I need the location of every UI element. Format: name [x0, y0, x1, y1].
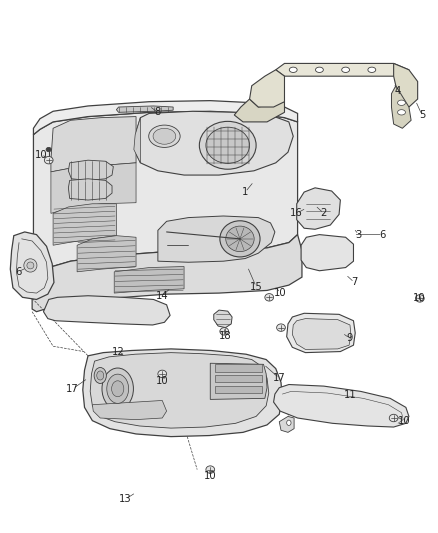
Polygon shape: [215, 365, 262, 372]
Polygon shape: [114, 266, 184, 293]
Polygon shape: [276, 63, 409, 76]
Ellipse shape: [389, 414, 398, 422]
Ellipse shape: [153, 128, 176, 144]
Polygon shape: [292, 319, 351, 350]
Polygon shape: [210, 364, 267, 399]
Ellipse shape: [226, 226, 254, 252]
Ellipse shape: [220, 328, 229, 335]
Ellipse shape: [107, 374, 129, 403]
Polygon shape: [11, 232, 54, 300]
Ellipse shape: [102, 368, 134, 409]
Text: 10: 10: [156, 376, 169, 386]
Text: 10: 10: [398, 416, 411, 426]
Polygon shape: [90, 353, 269, 428]
Ellipse shape: [97, 371, 104, 380]
Text: 3: 3: [356, 230, 362, 240]
Ellipse shape: [265, 294, 274, 301]
Text: 18: 18: [219, 330, 232, 341]
Polygon shape: [43, 296, 170, 325]
Polygon shape: [274, 384, 409, 427]
Ellipse shape: [398, 100, 406, 106]
Polygon shape: [68, 160, 113, 180]
Text: 10: 10: [204, 472, 216, 481]
Text: 10: 10: [274, 288, 286, 298]
Text: 9: 9: [347, 333, 353, 343]
Polygon shape: [158, 216, 275, 262]
Text: 14: 14: [156, 290, 169, 301]
Text: 6: 6: [15, 267, 21, 277]
Polygon shape: [215, 375, 262, 382]
Text: 8: 8: [155, 107, 161, 117]
Ellipse shape: [112, 381, 124, 397]
Ellipse shape: [24, 259, 37, 272]
Text: 15: 15: [250, 282, 262, 292]
Polygon shape: [134, 111, 293, 175]
Text: 11: 11: [343, 390, 357, 400]
Polygon shape: [394, 63, 418, 107]
Polygon shape: [215, 385, 262, 393]
Polygon shape: [32, 235, 302, 312]
Text: 10: 10: [413, 293, 425, 303]
Polygon shape: [51, 163, 136, 213]
Ellipse shape: [315, 67, 323, 72]
Text: 17: 17: [273, 373, 286, 383]
Ellipse shape: [44, 157, 53, 164]
Text: 7: 7: [351, 278, 357, 287]
Polygon shape: [33, 111, 297, 272]
Text: 16: 16: [290, 208, 303, 219]
Ellipse shape: [398, 110, 406, 115]
Text: 6: 6: [380, 230, 386, 240]
Text: 12: 12: [112, 346, 125, 357]
Polygon shape: [279, 416, 294, 432]
Polygon shape: [134, 118, 141, 163]
Polygon shape: [297, 188, 340, 229]
Text: 5: 5: [419, 110, 425, 120]
Polygon shape: [214, 310, 232, 328]
Polygon shape: [51, 117, 136, 172]
Ellipse shape: [199, 122, 256, 169]
Ellipse shape: [149, 125, 180, 148]
Ellipse shape: [220, 221, 260, 257]
Polygon shape: [392, 86, 411, 128]
Polygon shape: [68, 179, 112, 200]
Polygon shape: [92, 400, 166, 419]
Ellipse shape: [368, 67, 376, 72]
Text: 4: 4: [395, 86, 401, 96]
Ellipse shape: [342, 67, 350, 72]
Polygon shape: [287, 313, 355, 353]
Ellipse shape: [46, 148, 51, 152]
Ellipse shape: [27, 262, 34, 269]
Polygon shape: [77, 236, 136, 272]
Polygon shape: [53, 204, 117, 245]
Polygon shape: [117, 106, 173, 112]
Text: 13: 13: [119, 494, 131, 504]
Text: 2: 2: [321, 208, 327, 219]
Ellipse shape: [206, 466, 215, 473]
Polygon shape: [33, 101, 297, 135]
Text: 10: 10: [35, 150, 47, 160]
Text: 1: 1: [242, 187, 248, 197]
Ellipse shape: [416, 295, 424, 302]
Ellipse shape: [289, 67, 297, 72]
Polygon shape: [83, 349, 283, 437]
Polygon shape: [250, 70, 285, 107]
Polygon shape: [301, 235, 353, 271]
Ellipse shape: [287, 420, 291, 425]
Ellipse shape: [158, 370, 166, 377]
Ellipse shape: [206, 127, 250, 164]
Polygon shape: [234, 99, 285, 122]
Ellipse shape: [94, 368, 106, 383]
Ellipse shape: [277, 324, 286, 332]
Text: 17: 17: [67, 384, 79, 394]
